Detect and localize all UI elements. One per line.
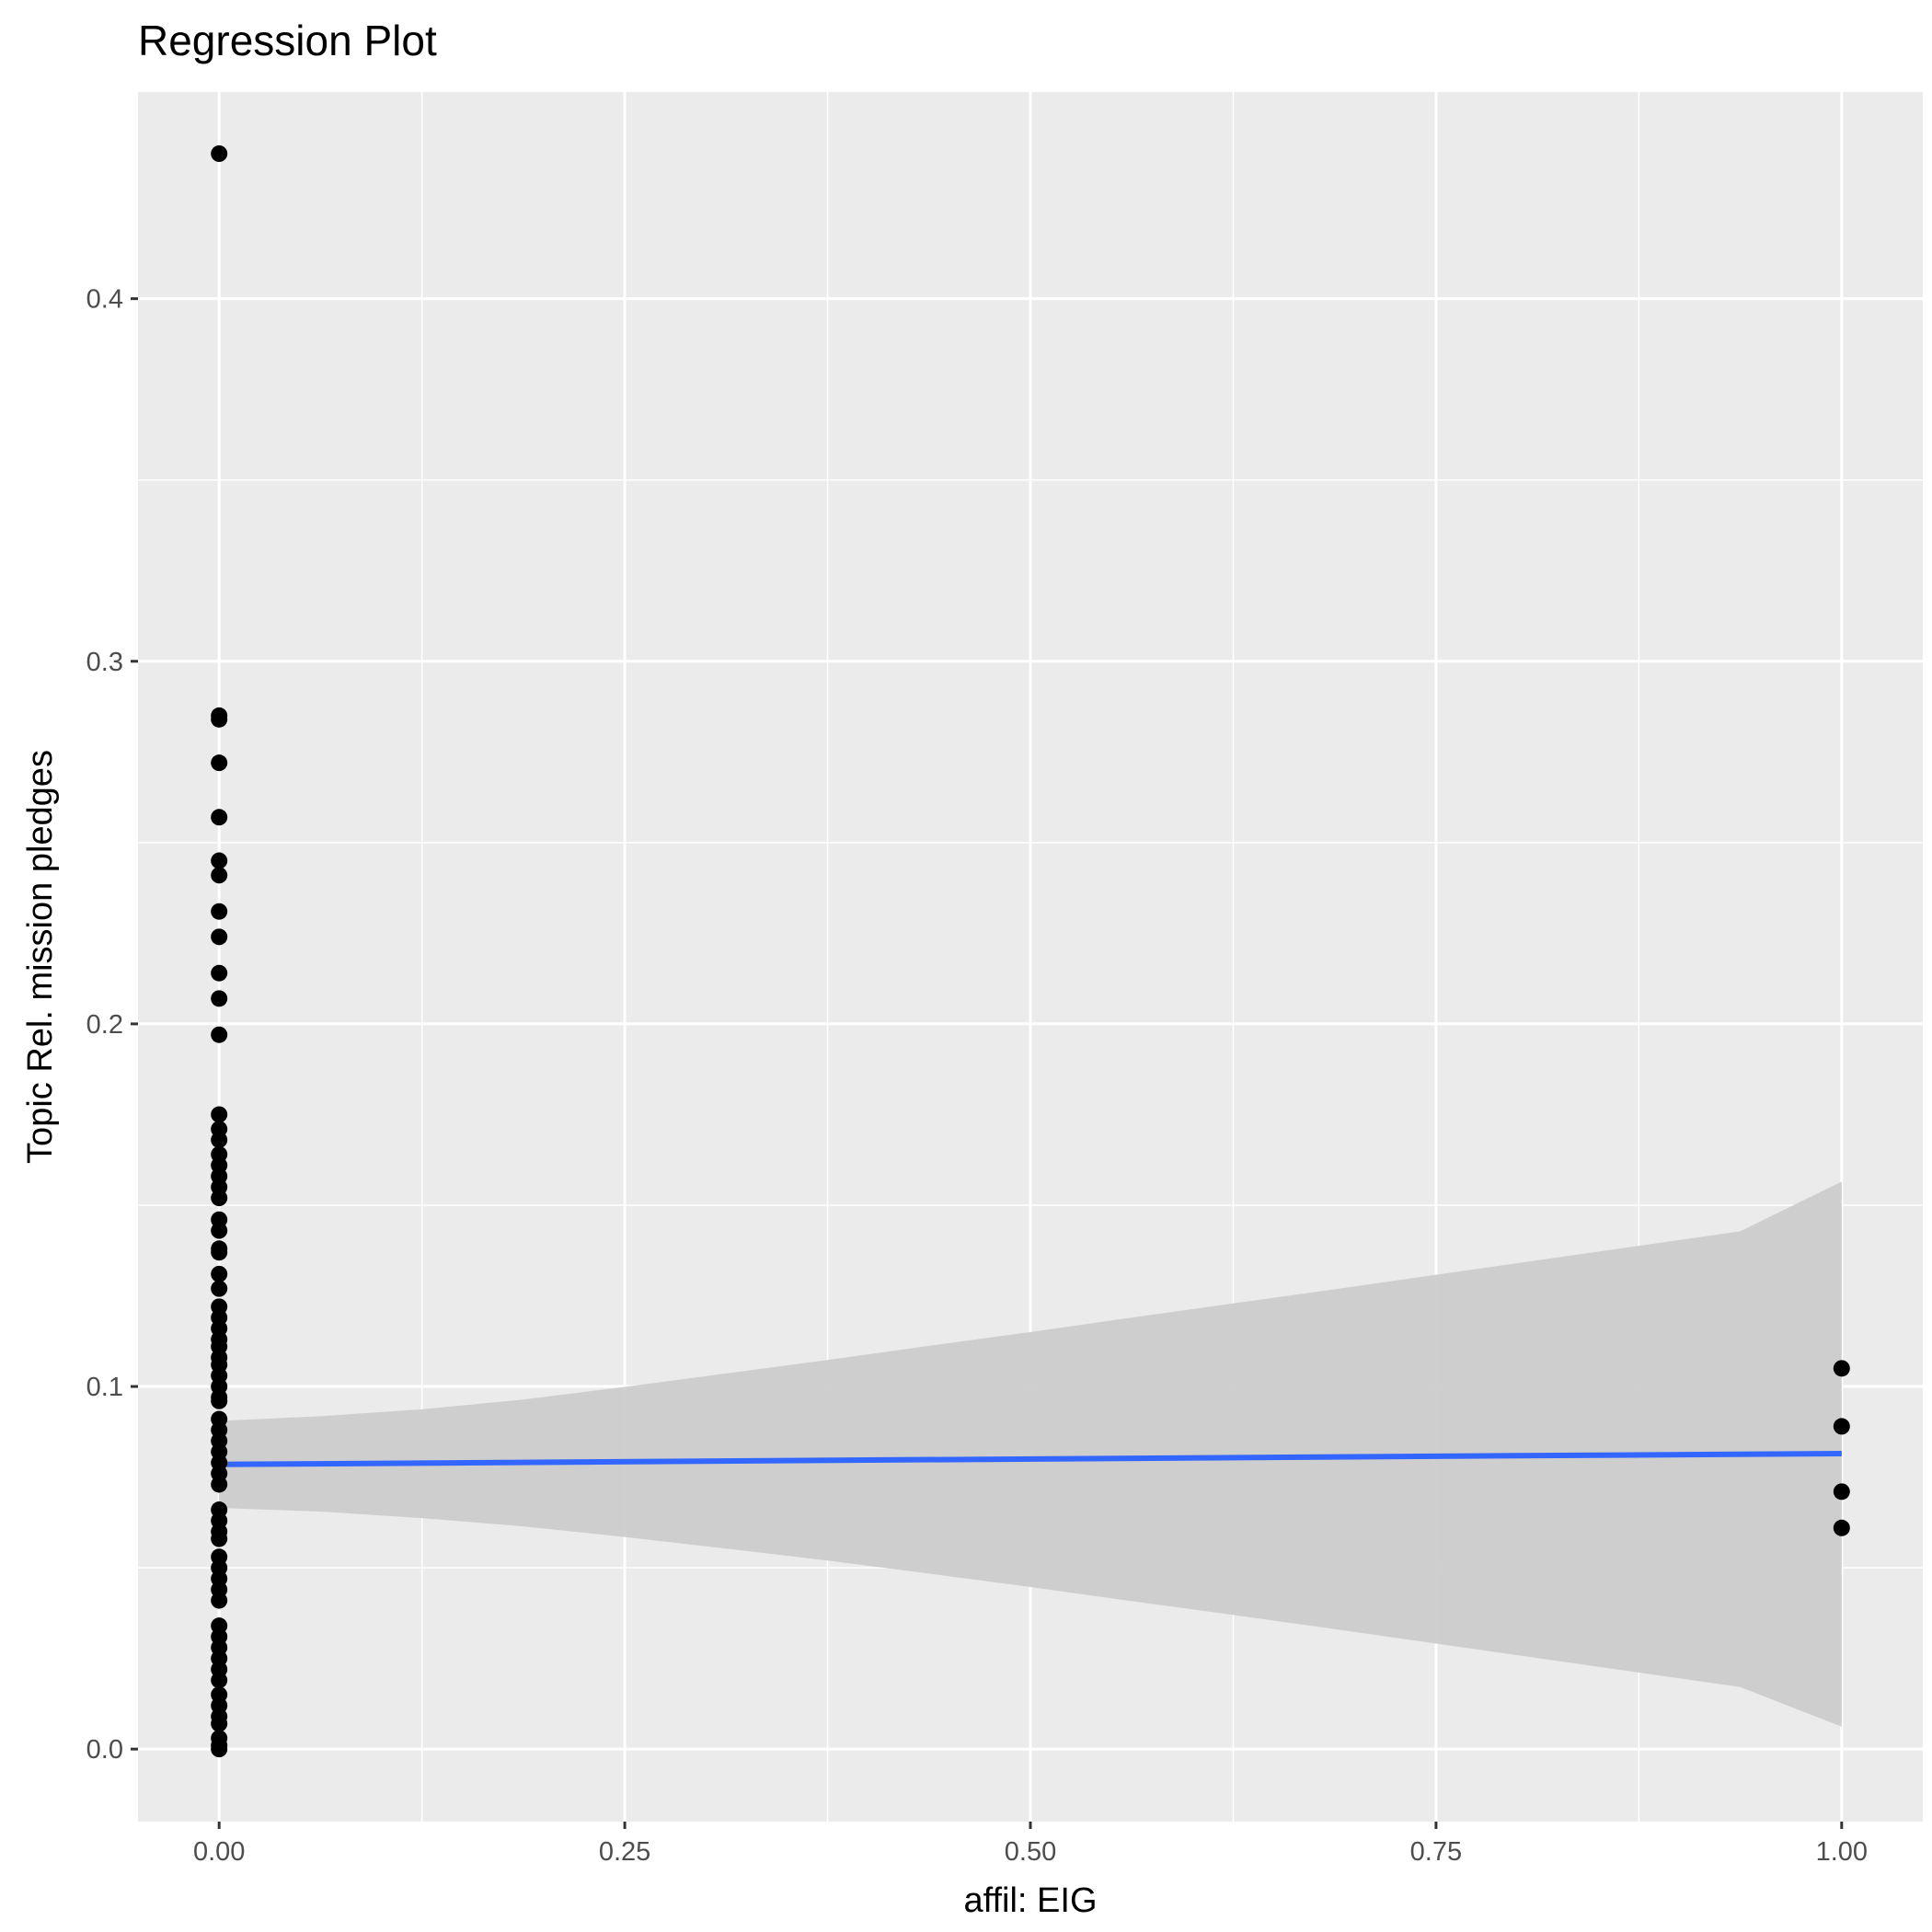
x-tick-label: 0.50: [1005, 1837, 1056, 1867]
y-tick-label: 0.4: [86, 285, 123, 315]
data-point: [211, 852, 228, 869]
data-point: [211, 754, 228, 772]
data-point: [1833, 1360, 1850, 1377]
data-point: [211, 145, 228, 163]
data-point: [211, 1280, 228, 1297]
x-tick-label: 0.25: [599, 1837, 650, 1867]
y-axis: 0.0 0.1 0.2 0.3 0.4: [86, 285, 138, 1765]
x-axis-title: affil: EIG: [963, 1881, 1097, 1920]
data-point: [211, 1106, 228, 1123]
y-tick-label: 0.3: [86, 648, 123, 677]
data-point: [211, 1476, 228, 1493]
confidence-band: [219, 1181, 1842, 1727]
data-point: [211, 1132, 228, 1149]
data-point: [211, 1026, 228, 1043]
data-point: [211, 710, 228, 728]
data-point: [211, 1530, 228, 1547]
x-axis: 0.00 0.25 0.50 0.75 1.00: [193, 1822, 1868, 1867]
y-tick-label: 0.0: [86, 1735, 123, 1765]
data-point: [211, 1392, 228, 1409]
confidence-band-layer: [219, 1181, 1842, 1727]
data-point: [211, 1741, 228, 1758]
x-tick-label: 0.75: [1410, 1837, 1462, 1867]
regression-line-layer: [219, 1450, 1842, 1467]
data-point: [211, 1190, 228, 1207]
data-point: [211, 903, 228, 920]
data-point: [211, 1244, 228, 1261]
data-point: [1833, 1418, 1850, 1435]
data-point: [211, 1222, 228, 1239]
x-tick-label: 0.00: [193, 1837, 245, 1867]
y-axis-title: Topic Rel. mission pledges: [21, 750, 60, 1164]
data-point: [211, 928, 228, 946]
data-point: [211, 1592, 228, 1609]
data-point: [211, 1715, 228, 1732]
data-point: [1833, 1519, 1850, 1536]
x-tick-label: 1.00: [1816, 1837, 1868, 1867]
y-tick-label: 0.1: [86, 1373, 123, 1402]
points-layer: [211, 145, 1850, 1758]
chart-title: Regression Plot: [138, 17, 437, 64]
data-point: [211, 1265, 228, 1282]
data-point: [211, 867, 228, 884]
data-point: [211, 990, 228, 1007]
y-tick-label: 0.2: [86, 1010, 123, 1040]
data-point: [211, 1672, 228, 1689]
data-point: [211, 809, 228, 826]
data-point: [211, 964, 228, 982]
regression-line: [219, 1450, 1842, 1467]
data-point: [1833, 1483, 1850, 1501]
